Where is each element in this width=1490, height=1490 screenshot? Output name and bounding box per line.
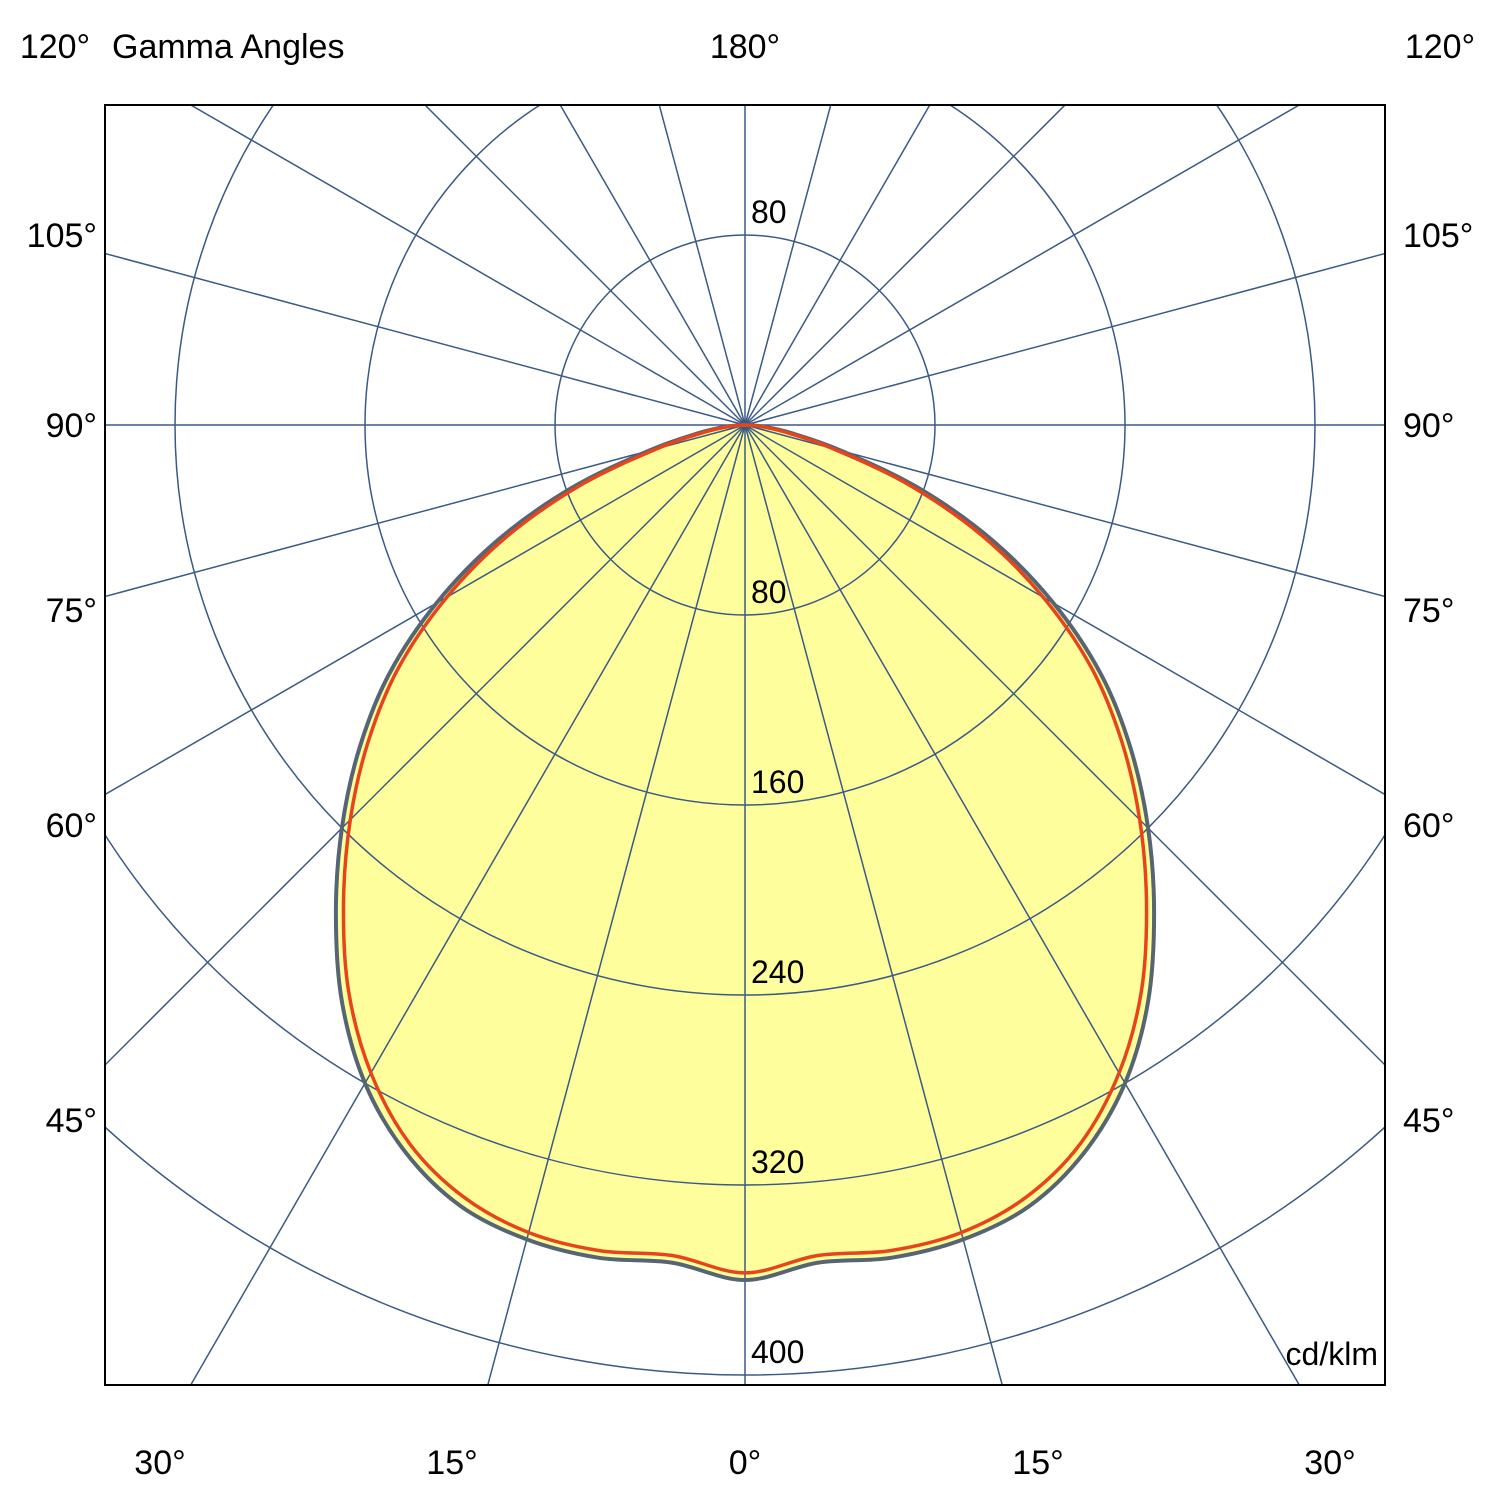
ring-value-label: 400	[751, 1334, 804, 1370]
grid-ray	[744, 424, 1385, 796]
grid-ray	[744, 252, 1385, 426]
grid-ray	[744, 105, 1067, 426]
grid-ray	[105, 424, 746, 796]
grid-ray	[105, 424, 746, 598]
grid-ray	[423, 105, 746, 426]
gamma-axis-label-bottom: 30°	[1304, 1444, 1355, 1482]
gamma-axis-label-right: 60°	[1403, 807, 1454, 845]
ring-value-label: 320	[751, 1144, 804, 1180]
grid-ray	[105, 252, 746, 426]
gamma-axis-label-left: 90°	[46, 407, 97, 445]
grid-ray	[658, 105, 746, 426]
intensity-curve-c0	[333, 423, 1157, 1282]
ring-value-label: 80	[751, 194, 787, 230]
gamma-axis-label-right: 90°	[1403, 407, 1454, 445]
gamma-axis-label-top: 180°	[710, 28, 780, 66]
gamma-axis-label-bottom: 15°	[1012, 1444, 1063, 1482]
gamma-axis-label-right: 45°	[1403, 1102, 1454, 1140]
gamma-axis-label-bottom: 0°	[729, 1444, 762, 1482]
gamma-axis-label-left: 105°	[27, 217, 97, 255]
intensity-curve-c90	[341, 423, 1149, 1275]
gamma-axis-label-top: 120°	[20, 28, 90, 66]
chart-title: Gamma Angles	[112, 28, 344, 66]
grid-ray	[744, 424, 1385, 1067]
unit-label: cd/klm	[1286, 1336, 1378, 1372]
grid-ray	[744, 105, 1301, 426]
ring-value-label: 240	[751, 954, 804, 990]
plot-frame	[104, 104, 1386, 1386]
grid-ray	[559, 105, 746, 426]
gamma-axis-label-left: 60°	[46, 807, 97, 845]
grid-ray	[744, 105, 832, 426]
gamma-axis-label-left: 75°	[46, 592, 97, 630]
grid-ray	[189, 105, 746, 426]
gamma-axis-label-top: 120°	[1405, 28, 1475, 66]
grid-ray	[105, 424, 746, 1067]
grid-ray	[744, 424, 1003, 1385]
grid-ray	[744, 105, 931, 426]
gamma-axis-label-left: 45°	[46, 1102, 97, 1140]
gamma-axis-label-bottom: 15°	[426, 1444, 477, 1482]
gamma-axis-label-right: 75°	[1403, 592, 1454, 630]
grid-ray	[744, 424, 1385, 598]
gamma-axis-label-right: 105°	[1403, 217, 1473, 255]
ring-value-label: 80	[751, 574, 787, 610]
grid-ray	[487, 424, 746, 1385]
gamma-axis-label-bottom: 30°	[134, 1444, 185, 1482]
ring-value-label: 160	[751, 764, 804, 800]
